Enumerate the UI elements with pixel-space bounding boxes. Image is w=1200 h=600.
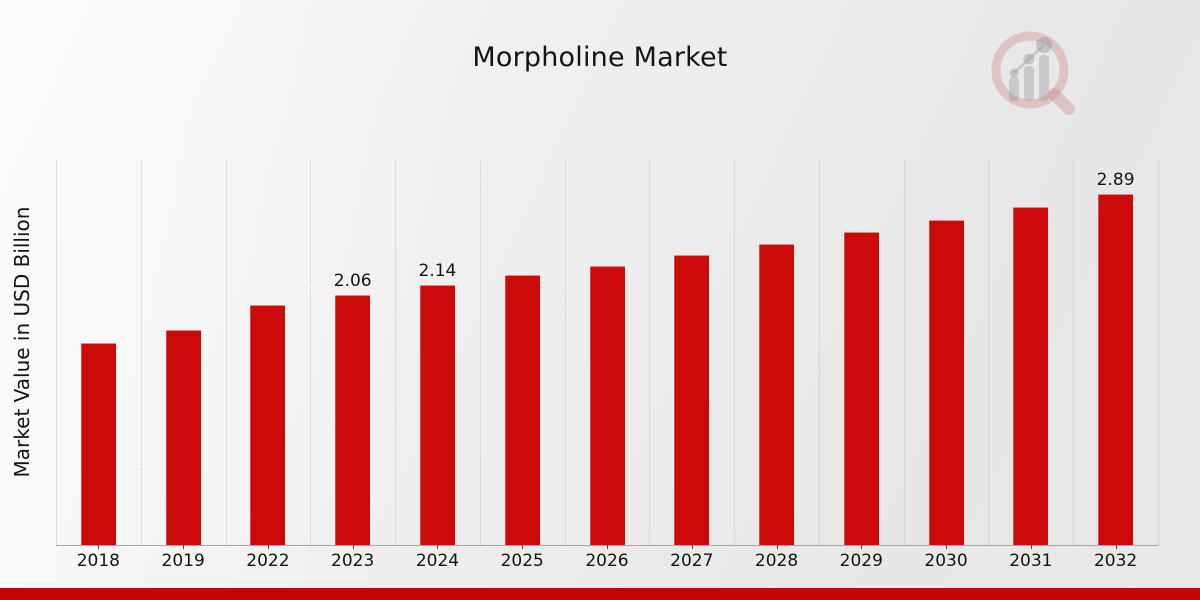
x-tick-label-2027: 2027 (670, 551, 714, 571)
gridline (734, 160, 736, 545)
bar-2027 (674, 254, 710, 545)
bar-2026 (589, 265, 625, 545)
logo-trend-line (1012, 43, 1046, 75)
bottom-ribbon (0, 588, 1200, 600)
gridline (818, 160, 820, 545)
gridline (395, 160, 397, 545)
chart-title: Morpholine Market (472, 42, 728, 73)
gridline (1073, 160, 1075, 545)
x-tick-mark (437, 545, 439, 549)
gridline (1158, 160, 1159, 545)
gridline (903, 160, 905, 545)
magnifier-bar-chart-logo-icon (991, 31, 1075, 115)
x-tick-mark (352, 545, 354, 549)
bar-2018 (80, 343, 116, 545)
x-tick-label-2028: 2028 (754, 551, 799, 571)
bar-2030 (928, 219, 964, 545)
x-tick-label-2019: 2019 (161, 551, 205, 571)
x-tick-label-2022: 2022 (246, 551, 290, 571)
x-tick-mark (267, 545, 269, 549)
gridline (649, 160, 651, 545)
x-tick-mark (1030, 545, 1032, 549)
x-tick-label-2025: 2025 (500, 551, 544, 571)
bar-value-label-2032: 2.89 (1096, 170, 1135, 190)
x-tick-label-2031: 2031 (1009, 551, 1053, 571)
x-tick-mark (522, 545, 524, 549)
bar-2031 (1013, 207, 1049, 545)
x-tick-mark (691, 545, 693, 549)
logo-bar-medium (1024, 66, 1034, 101)
bar-2019 (165, 330, 201, 545)
x-tick-label-2026: 2026 (585, 551, 629, 571)
bar-2022 (250, 304, 286, 545)
logo-bar-tall (1039, 55, 1049, 101)
x-tick-mark (946, 545, 948, 549)
bar-2025 (504, 275, 540, 545)
logo-trend-dot-large (1036, 37, 1052, 53)
bar-value-label-2024: 2.14 (418, 261, 457, 282)
x-tick-label-2024: 2024 (415, 551, 460, 571)
gridline (140, 160, 142, 545)
logo-trend-dot-small (1009, 68, 1019, 78)
x-tick-label-2030: 2030 (924, 551, 968, 571)
gridline (479, 160, 481, 545)
bar-2028 (759, 243, 795, 545)
bar-2032 (1098, 194, 1134, 545)
gridline (310, 160, 312, 545)
x-tick-label-2023: 2023 (331, 551, 375, 571)
gridline (225, 160, 227, 545)
bar-value-label-2023: 2.06 (333, 270, 372, 291)
x-tick-label-2032: 2032 (1093, 551, 1138, 571)
logo-bar-short (1009, 77, 1019, 101)
x-tick-mark (776, 545, 778, 549)
gridline (988, 160, 990, 545)
x-tick-mark (1115, 545, 1117, 549)
bar-2023 (335, 294, 371, 545)
gridline (56, 160, 57, 545)
x-tick-mark (98, 545, 100, 549)
x-tick-label-2029: 2029 (839, 551, 883, 571)
gridline (564, 160, 566, 545)
x-tick-mark (607, 545, 608, 549)
magnifier-ring (991, 31, 1069, 109)
x-tick-label-2018: 2018 (76, 551, 120, 571)
magnifier-handle (1048, 88, 1075, 115)
x-tick-mark (861, 545, 863, 549)
logo-trend-dot-medium (1023, 53, 1035, 65)
bar-2024 (419, 285, 455, 545)
bar-2029 (843, 231, 879, 545)
x-tick-mark (183, 545, 185, 549)
